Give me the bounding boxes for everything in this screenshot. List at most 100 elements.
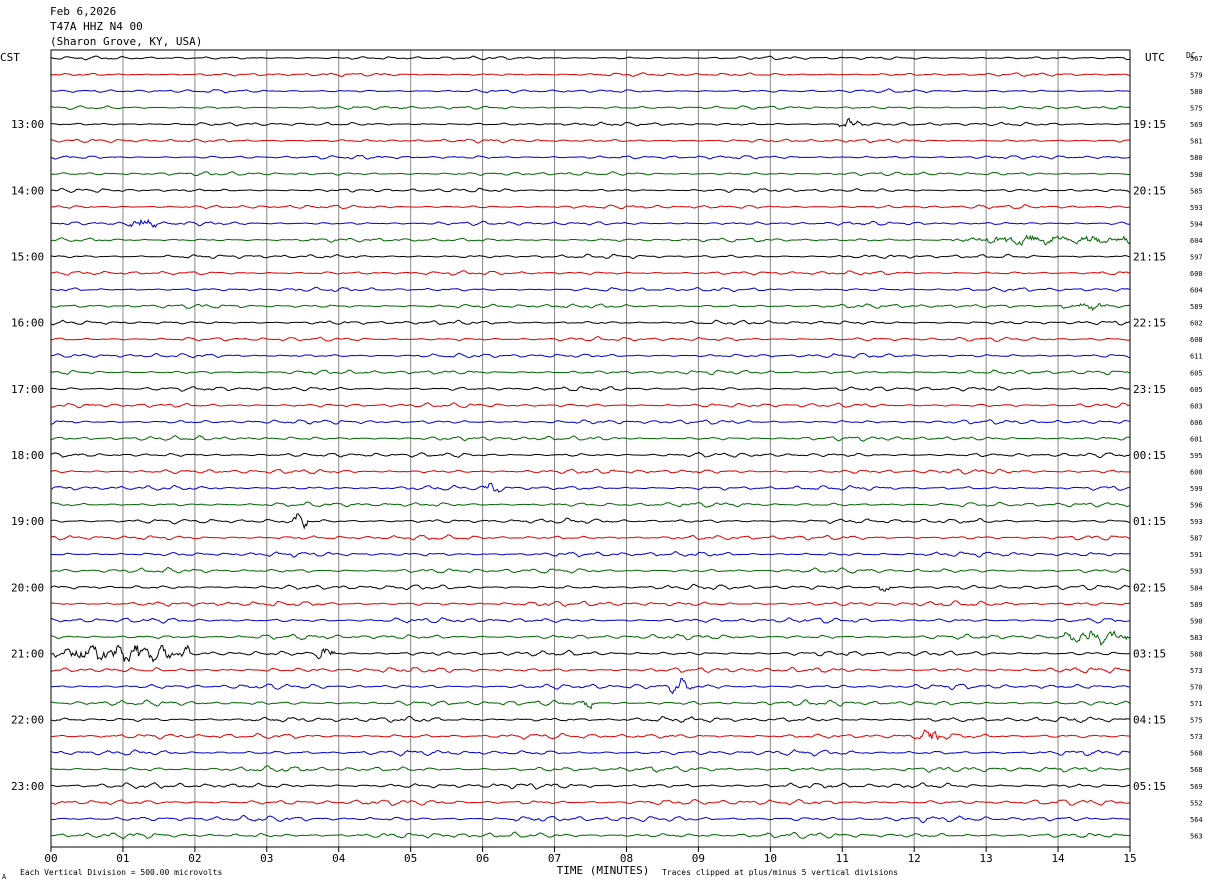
dc-axis-title: DC xyxy=(1186,51,1196,60)
cst-axis-title: CST xyxy=(0,51,20,64)
utc-hour-label: 02:15 xyxy=(1133,581,1166,594)
trace-row xyxy=(50,72,1130,77)
trace-row xyxy=(50,253,1130,260)
dc-offset-label: 579 xyxy=(1190,72,1203,80)
x-tick-label: 15 xyxy=(1123,852,1136,865)
x-tick-label: 10 xyxy=(764,852,777,865)
dc-offset-label: 573 xyxy=(1190,667,1203,675)
dc-offset-label: 571 xyxy=(1190,700,1203,708)
dc-offset-label: 593 xyxy=(1190,518,1203,526)
trace-row xyxy=(50,814,1130,824)
dc-offset-label: 593 xyxy=(1190,204,1203,212)
cst-hour-label: 17:00 xyxy=(11,383,44,396)
x-tick-label: 07 xyxy=(548,852,561,865)
trace-row xyxy=(50,831,1130,840)
trace-row xyxy=(50,678,1130,695)
dc-offset-label: 599 xyxy=(1190,485,1203,493)
trace-row xyxy=(50,187,1130,193)
station-code: T47A HHZ N4 00 xyxy=(50,20,143,33)
dc-offset-label: 593 xyxy=(1190,568,1203,576)
vertical-division-note: Each Vertical Division = 500.00 microvol… xyxy=(20,868,222,877)
dc-offset-label: 580 xyxy=(1190,88,1203,96)
cst-hour-label: 16:00 xyxy=(11,317,44,330)
trace-row xyxy=(50,204,1130,210)
x-tick-label: 09 xyxy=(692,852,705,865)
utc-hour-label: 21:15 xyxy=(1133,250,1166,263)
utc-hour-label: 23:15 xyxy=(1133,383,1166,396)
trace-row xyxy=(50,434,1130,442)
dc-offset-label: 611 xyxy=(1190,353,1203,361)
x-tick-label: 02 xyxy=(188,852,201,865)
dc-offset-label: 591 xyxy=(1190,551,1203,559)
trace-row xyxy=(50,468,1130,475)
dc-offset-label: 597 xyxy=(1190,253,1203,261)
dc-offset-label: 563 xyxy=(1190,832,1203,840)
dc-offset-label: 575 xyxy=(1190,105,1203,113)
dc-offset-label: 605 xyxy=(1190,386,1203,394)
dc-offset-label: 567 xyxy=(1190,55,1203,63)
dc-offset-label: 604 xyxy=(1190,287,1203,295)
trace-row xyxy=(50,117,1130,128)
utc-hour-label: 19:15 xyxy=(1133,118,1166,131)
cst-hour-label: 14:00 xyxy=(11,184,44,197)
dc-offset-label: 602 xyxy=(1190,320,1203,328)
utc-axis-title: UTC xyxy=(1145,51,1165,64)
dc-offset-label: 605 xyxy=(1190,369,1203,377)
trace-row xyxy=(50,286,1130,293)
trace-row xyxy=(50,715,1130,724)
time-gridlines xyxy=(122,50,1059,847)
trace-row xyxy=(50,513,1130,530)
trace-row xyxy=(50,600,1130,607)
trace-row xyxy=(50,386,1130,392)
dc-offset-label: 564 xyxy=(1190,816,1203,824)
trace-row xyxy=(50,419,1130,425)
station-location: (Sharon Grove, KY, USA) xyxy=(50,35,203,48)
trace-row xyxy=(50,402,1131,409)
dc-offset-label: 596 xyxy=(1190,502,1203,510)
utc-hour-label: 05:15 xyxy=(1133,780,1166,793)
trace-row xyxy=(50,644,1130,663)
x-tick-label: 13 xyxy=(980,852,993,865)
dc-offset-label: 569 xyxy=(1190,783,1203,791)
dc-offset-label: 589 xyxy=(1190,303,1203,311)
trace-row xyxy=(50,138,1130,144)
trace-row xyxy=(50,319,1130,326)
trace-row xyxy=(50,336,1130,342)
x-tick-label: 14 xyxy=(1051,852,1065,865)
trace-row xyxy=(50,630,1131,647)
utc-hour-label: 22:15 xyxy=(1133,317,1166,330)
trace-row xyxy=(50,798,1130,807)
trace-row xyxy=(50,55,1130,61)
trace-row xyxy=(50,551,1130,558)
trace-row xyxy=(50,782,1130,790)
dc-offset-label: 608 xyxy=(1190,336,1203,344)
trace-row xyxy=(50,566,1130,574)
dc-offset-label: 594 xyxy=(1190,220,1203,228)
trace-row xyxy=(50,699,1131,710)
x-tick-label: 05 xyxy=(404,852,417,865)
dc-offset-label: 589 xyxy=(1190,601,1203,609)
cst-hour-label: 23:00 xyxy=(11,780,44,793)
dc-offset-label: 580 xyxy=(1190,154,1203,162)
x-tick-label: 00 xyxy=(44,852,57,865)
dc-offset-label: 583 xyxy=(1190,634,1203,642)
clipping-note: Traces clipped at plus/minus 5 vertical … xyxy=(662,868,898,877)
dc-offset-label: 552 xyxy=(1190,799,1203,807)
dc-offset-label: 581 xyxy=(1190,138,1203,146)
x-tick-label: 08 xyxy=(620,852,633,865)
dc-offset-label: 595 xyxy=(1190,452,1203,460)
utc-hour-labels: 19:15 20:15 21:15 22:15 23:15 00:15 01:15 02:15… xyxy=(1133,118,1166,793)
cst-hour-label: 22:00 xyxy=(11,714,44,727)
x-tick-label: 06 xyxy=(476,852,489,865)
dc-offset-label: 600 xyxy=(1190,469,1203,477)
trace-row xyxy=(50,88,1130,94)
dc-offset-label: 600 xyxy=(1190,270,1203,278)
cst-hour-label: 18:00 xyxy=(11,449,44,462)
trace-row xyxy=(50,105,1131,110)
trace-row xyxy=(50,501,1131,508)
x-tick-label: 03 xyxy=(260,852,273,865)
dc-offset-label: 588 xyxy=(1190,650,1203,658)
dc-offset-label: 573 xyxy=(1190,733,1203,741)
trace-row xyxy=(50,729,1130,741)
